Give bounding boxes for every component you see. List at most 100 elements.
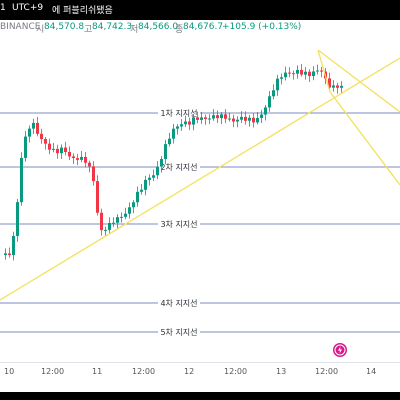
time-tick: 12:00	[224, 367, 248, 376]
low-label: 저	[130, 25, 139, 35]
candle-body	[164, 144, 167, 160]
candle-body	[116, 217, 119, 223]
candle-body	[84, 156, 87, 163]
candle-body	[256, 118, 259, 123]
time-tick: 14	[366, 367, 377, 376]
time-tick: 11	[92, 367, 103, 376]
candle-body	[96, 181, 99, 213]
candle-body	[72, 156, 75, 159]
candle-body	[284, 72, 287, 78]
time-axis[interactable]: 10 12:00 11 12:00 12 12:00 13 12:00 14	[0, 362, 400, 392]
candle-body	[180, 124, 183, 127]
candle-body	[252, 117, 255, 123]
support-line-label: 5차 지지선	[160, 328, 197, 337]
candle-body	[152, 175, 155, 178]
candle-body	[288, 72, 291, 74]
candle-body	[248, 117, 251, 121]
support-line-label: 4차 지지선	[160, 299, 197, 308]
candle-body	[296, 69, 299, 74]
support-line-label: 1차 지지선	[160, 109, 197, 118]
candle-body	[132, 202, 135, 208]
candle-body	[292, 73, 295, 75]
candle-body	[308, 71, 311, 77]
candle-body	[216, 115, 219, 119]
time-tick: 12:00	[315, 367, 339, 376]
publish-notice: 에 퍼블리쉬됐음	[52, 6, 113, 16]
time-tick: 13	[276, 367, 287, 376]
high-value: 84,742.3	[92, 22, 133, 32]
candle-body	[196, 117, 199, 120]
candle-body	[80, 156, 83, 160]
candle-body	[336, 85, 339, 88]
candle-body	[300, 69, 303, 75]
candle-body	[328, 78, 331, 88]
candle-body	[64, 147, 67, 152]
candle-body	[276, 78, 279, 91]
candle-body	[40, 133, 43, 140]
candle-body	[224, 114, 227, 119]
candle-body	[36, 122, 39, 134]
top-info-bar: 1 UTC+9 에 퍼블리쉬됐음	[0, 0, 400, 20]
candle-body	[76, 158, 79, 160]
candle-body	[68, 151, 71, 157]
projection-trendline[interactable]	[317, 49, 400, 186]
candle-body	[124, 213, 127, 217]
low-value: 84,566.0	[138, 22, 179, 32]
candle-body	[108, 222, 111, 230]
time-tick: 12	[184, 367, 195, 376]
candle-body	[200, 117, 203, 120]
candle-body	[320, 70, 323, 72]
candle-body	[136, 191, 139, 203]
lightning-icon[interactable]	[333, 343, 347, 357]
candle-body	[160, 159, 163, 167]
candle-body	[280, 77, 283, 79]
trendlines[interactable]	[0, 49, 400, 301]
change-value: +105.9 (+0.13%)	[222, 22, 302, 32]
candle-body	[220, 114, 223, 119]
candle-body	[168, 138, 171, 145]
price-chart[interactable]: 1차 지지선 2차 지지선 3차 지지선 4차 지지선 5차 지지선	[0, 0, 400, 362]
candle-body	[156, 166, 159, 176]
open-value: 84,570.8	[44, 22, 85, 32]
candle-body	[244, 116, 247, 121]
candle-body	[240, 116, 243, 120]
candle-body	[140, 189, 143, 192]
support-line-label-bg	[158, 219, 200, 229]
projection-trendline-upper[interactable]	[317, 49, 400, 113]
top-bar-prefix: 1	[0, 3, 6, 13]
candle-body	[316, 70, 319, 72]
candle-body	[312, 71, 315, 77]
candle-body	[176, 126, 179, 129]
time-tick: 12:00	[41, 367, 65, 376]
candle-body	[144, 179, 147, 190]
candle-body	[188, 121, 191, 125]
candlesticks	[4, 63, 343, 261]
candle-body	[332, 85, 335, 88]
open-label: 시	[36, 25, 45, 35]
candle-body	[56, 148, 59, 154]
candle-body	[268, 96, 271, 108]
candle-body	[192, 117, 195, 125]
support-line-label-bg	[158, 108, 200, 118]
candle-body	[92, 166, 95, 182]
candle-body	[120, 216, 123, 218]
candle-body	[208, 118, 211, 120]
support-line-label-bg	[158, 162, 200, 172]
candle-body	[48, 143, 51, 150]
support-line-label-bg	[158, 327, 200, 337]
time-tick: 12:00	[132, 367, 156, 376]
candle-body	[228, 118, 231, 120]
candle-body	[16, 202, 19, 236]
support-line-label: 3차 지지선	[160, 220, 197, 229]
ascending-trendline[interactable]	[0, 57, 400, 301]
exchange-name: BINANCE	[0, 22, 41, 32]
candle-body	[172, 128, 175, 139]
candle-body	[212, 115, 215, 119]
timezone-label[interactable]: UTC+9	[12, 3, 44, 13]
candle-body	[148, 177, 151, 180]
candle-body	[24, 136, 27, 158]
candle-body	[20, 157, 23, 203]
candle-body	[28, 128, 31, 137]
